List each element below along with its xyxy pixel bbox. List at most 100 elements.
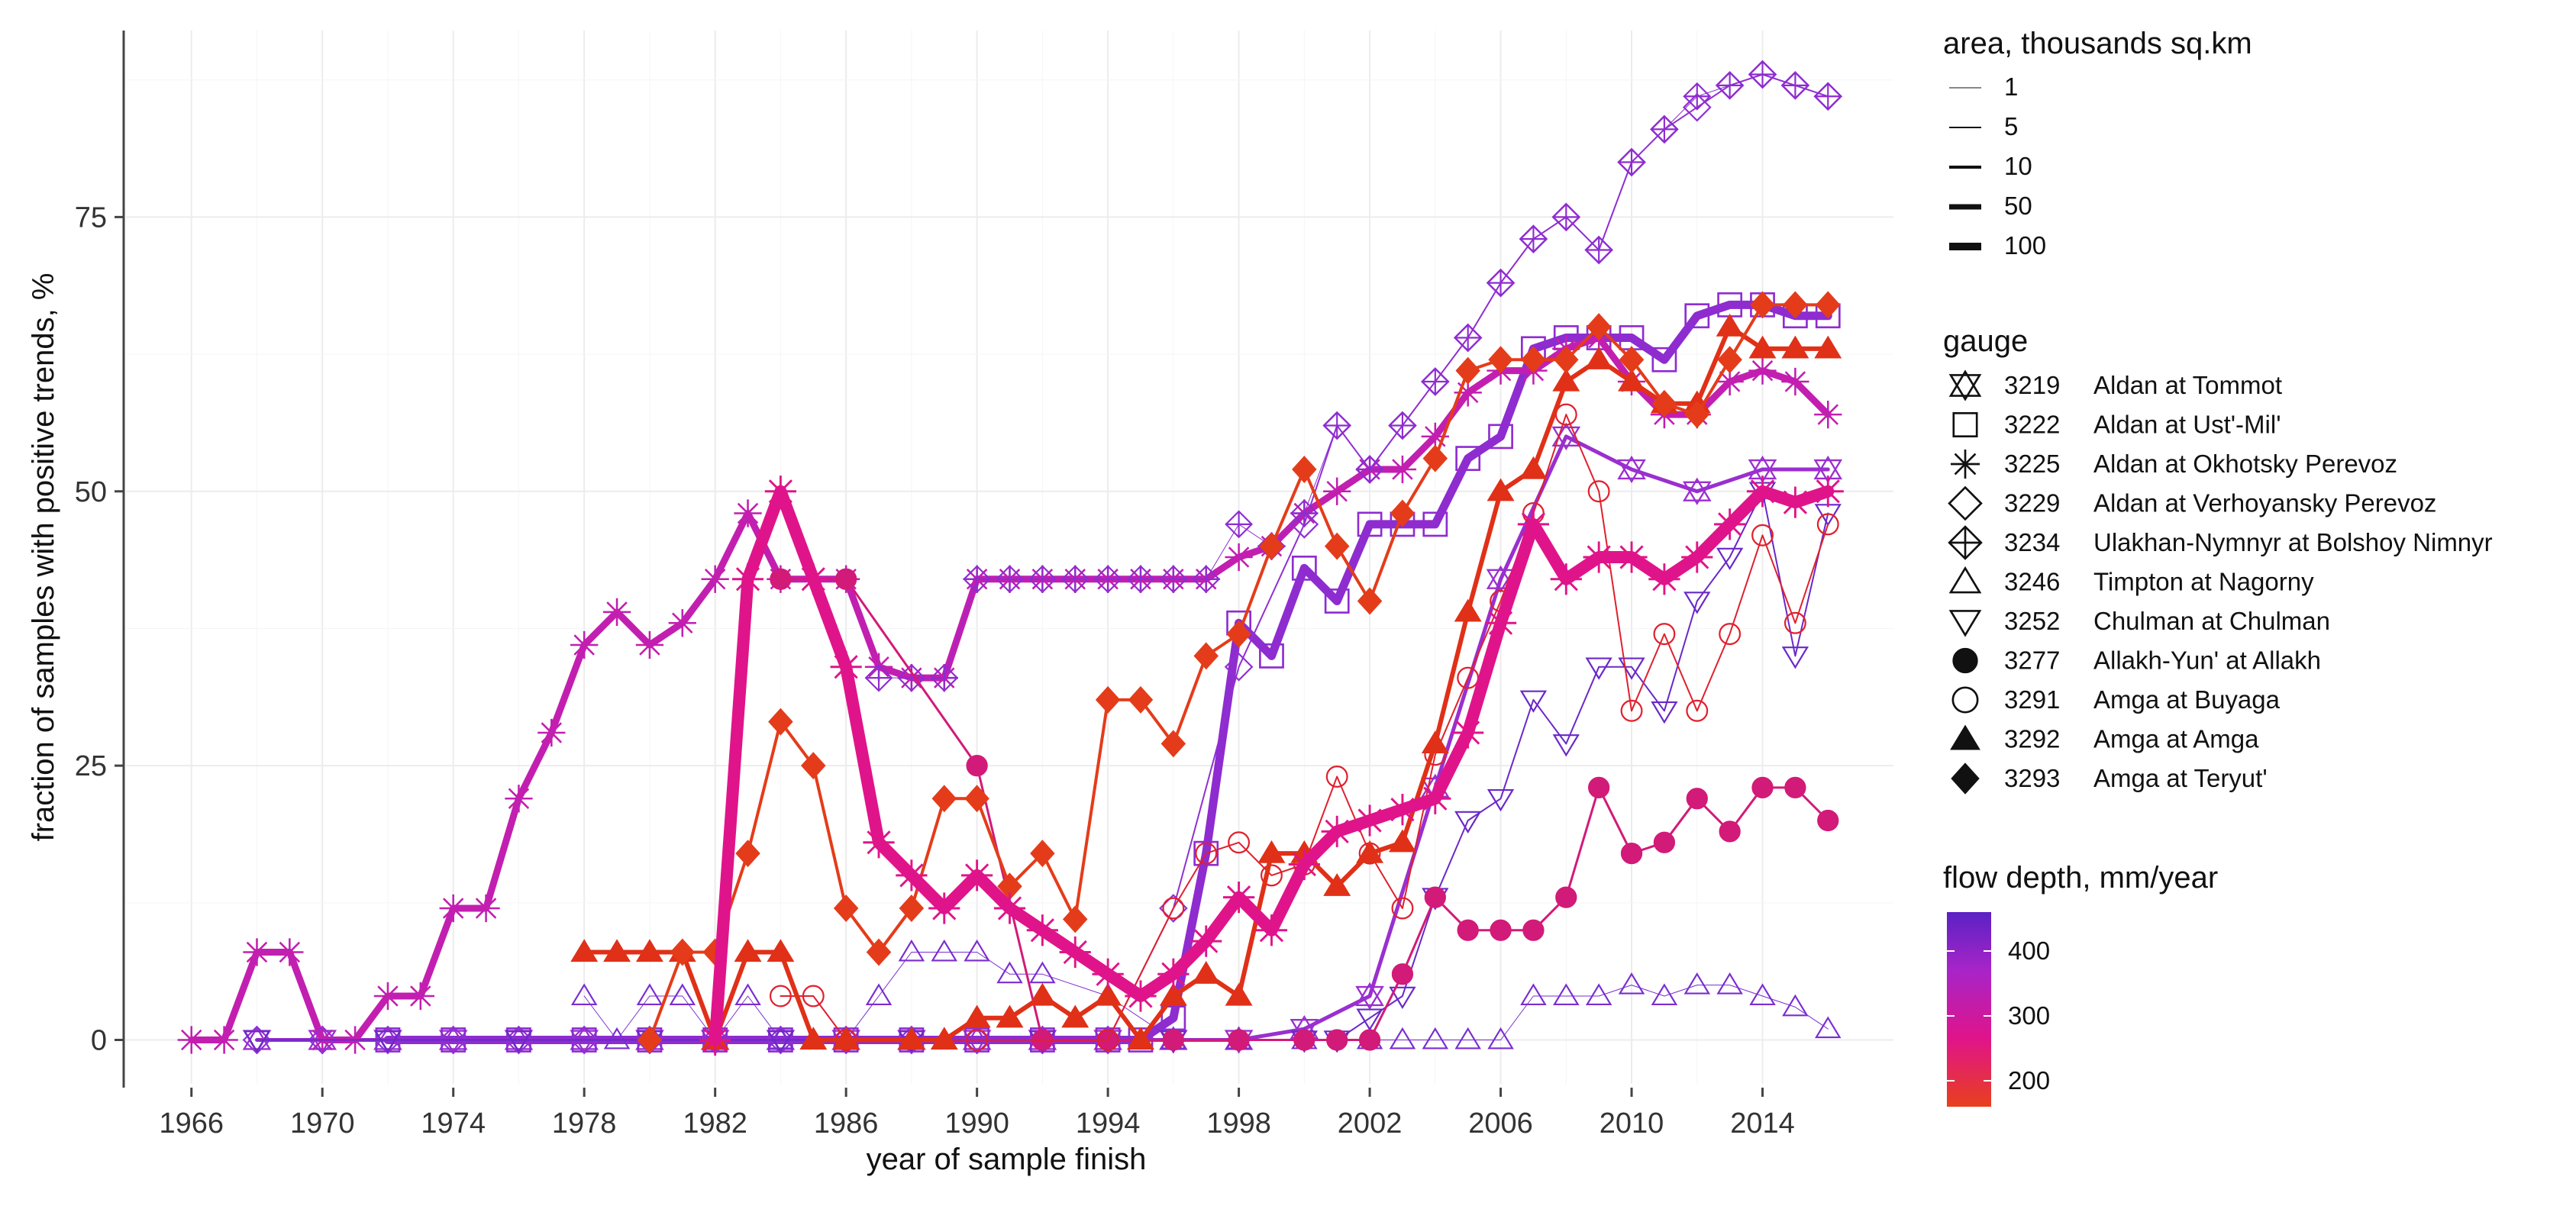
data-point-3229 bbox=[438, 1025, 468, 1055]
data-point-3225 bbox=[537, 718, 566, 747]
data-point-3293 bbox=[899, 895, 925, 922]
data-point-3225 bbox=[1681, 541, 1713, 573]
data-point-3293 bbox=[866, 938, 892, 966]
data-point-3225 bbox=[1781, 367, 1809, 396]
data-point-3291 bbox=[1686, 699, 1709, 722]
gauge-legend-name: Aldan at Ust'-Mil' bbox=[2093, 411, 2281, 439]
gauge-legend-code: 3234 bbox=[2004, 528, 2060, 556]
data-point-3234 bbox=[1355, 455, 1384, 484]
data-point-3225 bbox=[406, 982, 434, 1011]
data-point-3291 bbox=[1784, 611, 1806, 634]
gauge-legend-symbol bbox=[1948, 525, 1983, 560]
data-point-3246 bbox=[964, 939, 990, 962]
x-tick-label: 2002 bbox=[1338, 1107, 1403, 1140]
data-point-3277 bbox=[1555, 886, 1577, 908]
color-tick-label: 400 bbox=[2008, 937, 2050, 965]
x-tick-label: 1990 bbox=[944, 1107, 1009, 1140]
data-point-3225 bbox=[1616, 541, 1648, 573]
gauge-legend-name: Amga at Teryut' bbox=[2093, 764, 2268, 792]
data-point-3293 bbox=[1062, 905, 1088, 933]
data-point-3292 bbox=[1356, 840, 1384, 863]
data-point-3229 bbox=[1224, 652, 1254, 682]
data-point-3234 bbox=[1584, 236, 1613, 264]
series-layer bbox=[177, 60, 1844, 1056]
series-line-3291 bbox=[780, 414, 1829, 1041]
data-point-3252 bbox=[1781, 646, 1809, 669]
data-point-3277 bbox=[1522, 919, 1545, 941]
data-point-3225 bbox=[731, 563, 764, 595]
data-point-3222 bbox=[1291, 555, 1317, 581]
data-point-3234 bbox=[1093, 565, 1122, 594]
size-legend-label: 1 bbox=[2004, 73, 2018, 101]
y-tick-label: 75 bbox=[75, 202, 107, 234]
data-point-3291 bbox=[1096, 1029, 1119, 1051]
data-point-3234 bbox=[1126, 565, 1155, 594]
data-point-3292 bbox=[635, 939, 663, 962]
data-point-3219 bbox=[1355, 982, 1384, 1011]
data-point-3225 bbox=[602, 598, 631, 627]
data-point-3225 bbox=[668, 609, 696, 637]
data-point-3292 bbox=[1323, 873, 1351, 896]
data-point-3246 bbox=[1585, 983, 1612, 1006]
x-tick-label: 1994 bbox=[1076, 1107, 1141, 1140]
x-tick-label: 2014 bbox=[1730, 1107, 1795, 1140]
gauge-legend-code: 3292 bbox=[2004, 725, 2060, 753]
gauge-legend-name: Aldan at Verhoyansky Perevoz bbox=[2093, 489, 2436, 517]
data-point-3277 bbox=[966, 754, 988, 777]
data-point-3225 bbox=[1190, 925, 1222, 957]
data-point-3225 bbox=[1452, 717, 1484, 749]
data-point-3225 bbox=[1321, 815, 1353, 847]
data-point-3292 bbox=[897, 1027, 925, 1050]
data-point-3225 bbox=[505, 785, 533, 813]
data-point-3293 bbox=[637, 1026, 663, 1054]
data-point-3252 bbox=[505, 1030, 533, 1053]
gauge-legend-symbol bbox=[1952, 411, 1978, 438]
data-point-3252 bbox=[1552, 734, 1580, 757]
data-point-3292 bbox=[1454, 598, 1482, 622]
data-point-3292 bbox=[1487, 478, 1515, 501]
color-tick-label: 200 bbox=[2008, 1066, 2050, 1095]
data-point-3293 bbox=[1324, 532, 1350, 560]
data-point-3291 bbox=[1587, 480, 1610, 503]
x-tick-label: 1966 bbox=[159, 1107, 224, 1140]
data-point-3293 bbox=[1357, 587, 1383, 615]
data-point-3277 bbox=[1293, 1029, 1315, 1051]
size-legend-label: 10 bbox=[2004, 152, 2032, 180]
data-point-3225 bbox=[1550, 563, 1582, 595]
data-point-3291 bbox=[1719, 623, 1742, 646]
data-point-3292 bbox=[1421, 730, 1449, 754]
data-point-3225 bbox=[1354, 804, 1386, 837]
data-point-3225 bbox=[1059, 936, 1091, 969]
data-point-3234 bbox=[1650, 114, 1679, 143]
data-point-3293 bbox=[1783, 291, 1808, 319]
data-point-3246 bbox=[865, 983, 893, 1006]
data-point-3225 bbox=[1092, 958, 1124, 990]
data-point-3222 bbox=[1455, 446, 1481, 472]
data-point-3293 bbox=[801, 752, 826, 780]
data-point-3293 bbox=[1684, 401, 1710, 429]
data-point-3225 bbox=[276, 938, 304, 966]
gauge-legend-code: 3277 bbox=[2004, 646, 2060, 675]
data-point-3246 bbox=[996, 961, 1023, 984]
data-point-3225 bbox=[1484, 607, 1517, 639]
data-point-3292 bbox=[1748, 335, 1777, 359]
data-point-3222 bbox=[1193, 840, 1219, 866]
x-tick-label: 1986 bbox=[814, 1107, 879, 1140]
gauge-legend-name: Allakh-Yun' at Allakh bbox=[2093, 646, 2321, 675]
data-point-3293 bbox=[1455, 356, 1480, 385]
series-3225 bbox=[699, 476, 1844, 1056]
data-point-3246 bbox=[1029, 961, 1056, 984]
grid-lines bbox=[126, 31, 1893, 1084]
data-point-3277 bbox=[1719, 821, 1741, 843]
data-point-3225 bbox=[896, 859, 928, 891]
data-point-3225 bbox=[1746, 476, 1779, 508]
gauge-legend-symbol bbox=[1948, 369, 1982, 401]
data-point-3234 bbox=[930, 663, 959, 692]
data-point-3225 bbox=[863, 827, 895, 859]
size-legend: area, thousands sq.km 1 5 10 50 100 bbox=[1943, 27, 2252, 260]
data-point-3225 bbox=[1419, 782, 1451, 814]
data-point-3246 bbox=[767, 1027, 794, 1049]
data-point-3293 bbox=[768, 708, 793, 736]
shape-legend: gauge 3219 Aldan at Tommot 3222 Aldan at Us… bbox=[1943, 324, 2493, 795]
data-point-3246 bbox=[1520, 983, 1547, 1006]
